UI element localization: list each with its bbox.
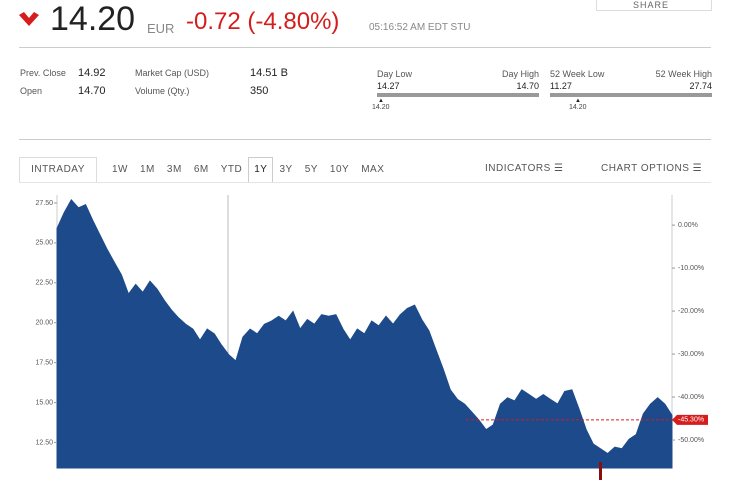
stat-label: Volume (Qty.)	[135, 86, 190, 96]
period-tab[interactable]: 3M	[166, 164, 182, 175]
range-label: 52 Week Low	[550, 69, 605, 79]
current-label: -45.30%	[678, 417, 704, 424]
period-tab[interactable]: 6M	[193, 164, 209, 175]
stat-value: 14.51 B	[250, 67, 288, 79]
y2-tick-label: -30.00%	[678, 351, 704, 358]
range-label: 52 Week High	[655, 69, 712, 79]
range-label: Day Low	[377, 69, 413, 79]
range-low: 14.27	[377, 81, 400, 91]
price: 14.20	[50, 0, 136, 38]
y2-tick-label: -50.00%	[678, 437, 704, 444]
period-tab[interactable]: 1M	[140, 164, 155, 175]
y-tick-label: 20.00	[35, 320, 53, 327]
stat-value: 14.92	[78, 67, 106, 79]
y2-tick-label: -10.00%	[678, 265, 704, 272]
stat-label: Market Cap (USD)	[135, 68, 210, 78]
divider	[19, 139, 711, 140]
range-current: 14.20	[372, 104, 390, 111]
period-tab[interactable]: 5Y	[304, 164, 318, 175]
y2-tick-label: 0.00%	[678, 222, 698, 229]
range-current: 14.20	[569, 104, 587, 111]
range-marker: ▲	[575, 98, 581, 104]
indicators-button[interactable]: INDICATORS ☰	[485, 163, 564, 174]
period-tab[interactable]: 3Y	[279, 164, 293, 175]
divider	[19, 47, 711, 48]
y-tick-label: 25.00	[35, 240, 53, 247]
period-tab[interactable]: 1Y	[248, 157, 274, 183]
change: -0.72 (-4.80%)	[186, 8, 340, 35]
period-tabs: 1W 1M 3M 6M YTD 1Y 3Y 5Y 10Y MAX	[106, 157, 390, 183]
stat-value: 350	[250, 85, 269, 97]
y-tick-label: 27.50	[35, 200, 53, 207]
range-high: 27.74	[689, 81, 712, 91]
chart-options-label: CHART OPTIONS	[601, 163, 690, 174]
range-marker: ▲	[378, 98, 384, 104]
y2-tick-label: -20.00%	[678, 308, 704, 315]
y-tick-label: 12.50	[35, 439, 53, 446]
timestamp: 05:16:52 AM EDT STU	[369, 22, 471, 33]
currency: EUR	[147, 21, 175, 36]
stat-label: Open	[20, 86, 43, 96]
down-arrow	[19, 12, 39, 26]
chart-options-button[interactable]: CHART OPTIONS ☰	[601, 163, 703, 174]
period-tab[interactable]: 10Y	[329, 164, 350, 175]
share-button[interactable]: SHARE	[596, 0, 712, 11]
y-tick-label: 22.50	[35, 280, 53, 287]
stat-value: 14.70	[78, 85, 106, 97]
range-bar	[550, 93, 712, 97]
range-label: Day High	[501, 69, 539, 79]
period-tab[interactable]: 1W	[112, 164, 128, 175]
range-high: 14.70	[516, 81, 539, 91]
y2-tick-label: -40.00%	[678, 394, 704, 401]
range-bar	[377, 93, 539, 97]
current-tag	[672, 414, 708, 425]
divider	[19, 182, 711, 183]
stat-label: Prev. Close	[20, 68, 66, 78]
y-tick-label: 15.00	[35, 399, 53, 406]
price-area	[56, 198, 673, 469]
indicators-label: INDICATORS	[485, 163, 551, 174]
period-tab[interactable]: YTD	[220, 164, 243, 175]
cursor-marker	[599, 462, 602, 480]
period-tab[interactable]: MAX	[361, 164, 385, 175]
range-low: 11.27	[550, 81, 572, 91]
y-tick-label: 17.50	[35, 359, 53, 366]
